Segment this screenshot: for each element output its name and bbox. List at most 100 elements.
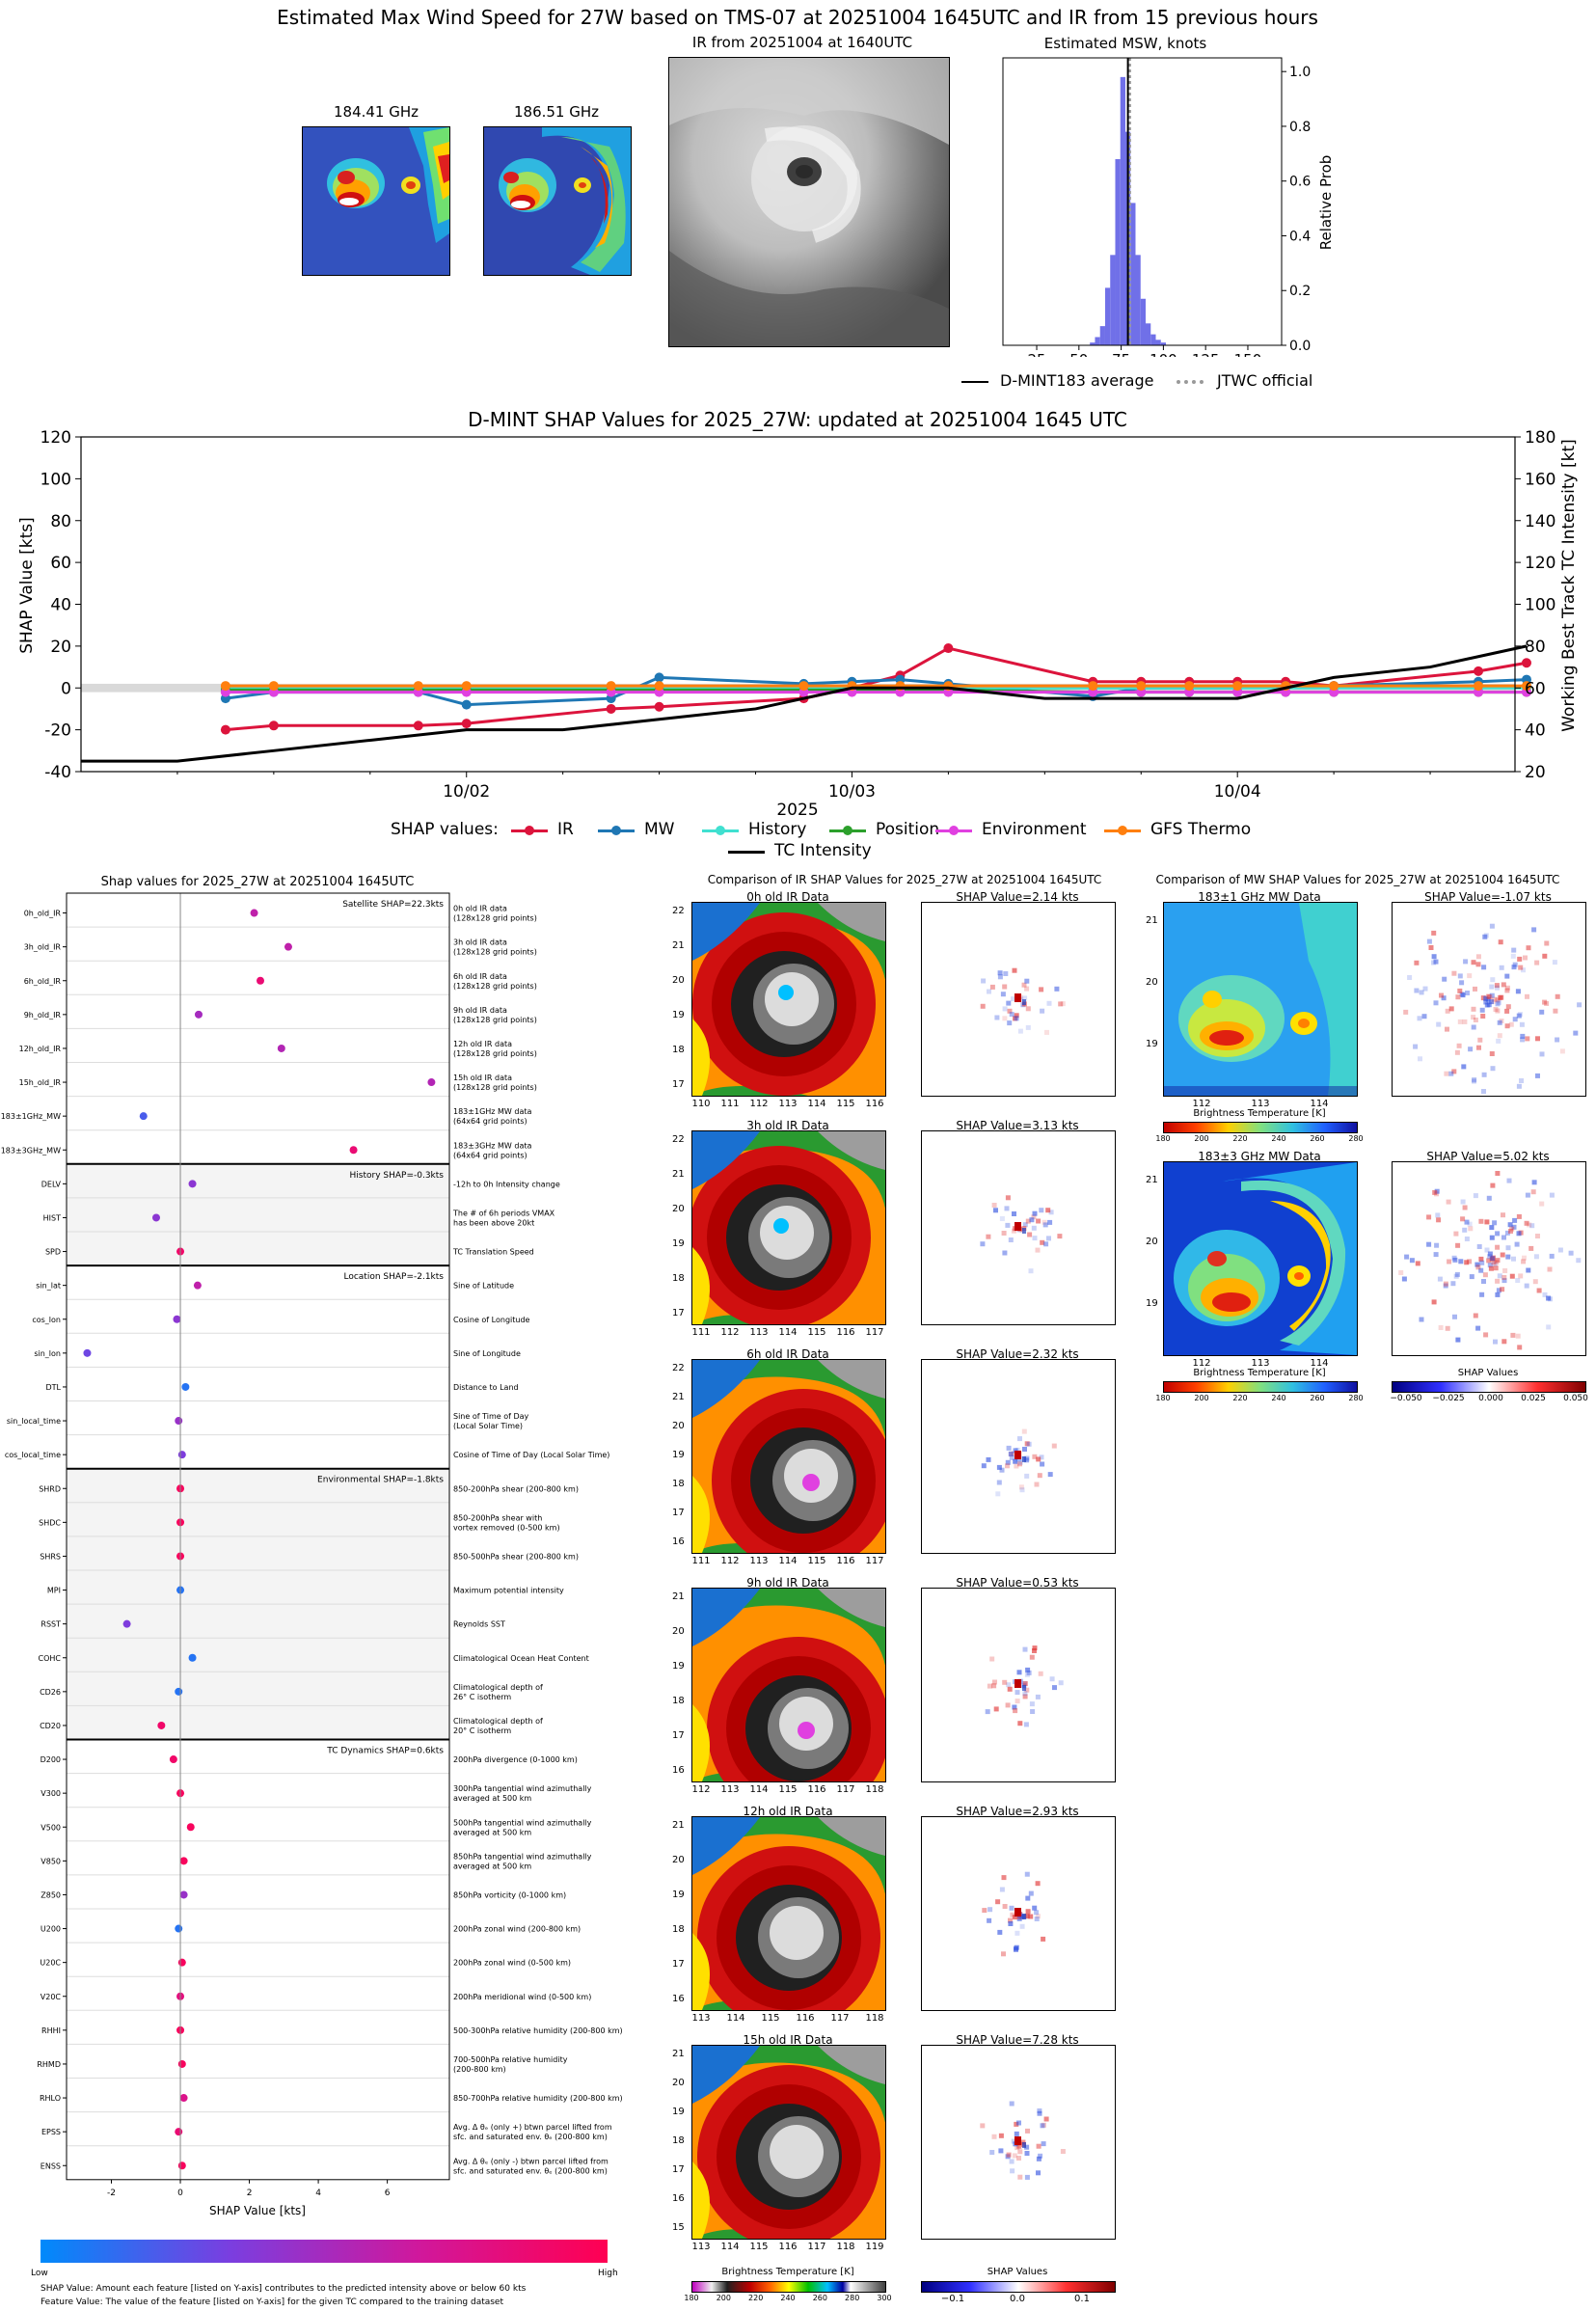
feature-point xyxy=(277,1044,285,1052)
ir-shap-title: SHAP Value=3.13 kts xyxy=(956,1119,1079,1132)
hist-xtick-label: 75 xyxy=(1112,351,1130,357)
ir-shap-panel xyxy=(921,1588,1116,1782)
ir-data-image xyxy=(692,2046,885,2239)
ts-year-label: 2025 xyxy=(776,801,819,820)
hist-ytick-label: 0.8 xyxy=(1289,120,1311,135)
mw-ytick-label: 19 xyxy=(1146,1039,1158,1049)
ir-xtick-label: 111 xyxy=(691,1327,711,1338)
beeswarm-xtick-label: 6 xyxy=(385,2189,391,2198)
ts-xtick-label: 10/04 xyxy=(1214,782,1261,802)
ir-xtick-label: 118 xyxy=(836,2242,855,2252)
feature-description: Climatological depth of xyxy=(453,1683,543,1692)
ir-bt-colorbar xyxy=(691,2281,886,2293)
legend-marker-ir xyxy=(525,826,534,835)
ts-y2tick-label: 40 xyxy=(1525,721,1546,741)
ir-shap-title: SHAP Value=0.53 kts xyxy=(956,1576,1079,1590)
feature-point xyxy=(179,1890,188,1899)
ir-xtick-label: 117 xyxy=(830,2013,850,2024)
beeswarm-xlabel: SHAP Value [kts] xyxy=(209,2204,306,2217)
feature-description: Sine of Longitude xyxy=(453,1349,521,1358)
feature-name: SHRS xyxy=(40,1552,61,1561)
series-point-ir xyxy=(220,724,230,735)
feature-description: vortex removed (0-500 km) xyxy=(453,1523,560,1532)
feature-description: 500hPa tangential wind azimuthally xyxy=(453,1818,592,1827)
ir-xtick-label: 111 xyxy=(691,1556,711,1566)
legend-jtwc-swatch xyxy=(1177,380,1204,384)
ir-ytick-label: 16 xyxy=(672,1536,685,1547)
feature-description: 15h old IR data xyxy=(453,1074,512,1082)
ir-ytick-label: 19 xyxy=(672,1890,685,1900)
feature-point xyxy=(151,1213,160,1222)
hist-bar xyxy=(1135,255,1141,345)
mw-shap-colorbar-tick: 0.050 xyxy=(1563,1394,1588,1403)
hist-bar xyxy=(1110,255,1116,345)
group-label: Environmental SHAP=-1.8kts xyxy=(317,1476,444,1485)
ir-ytick-label: 19 xyxy=(672,1010,685,1020)
series-point-gfs-thermo xyxy=(654,681,664,692)
feature-point xyxy=(169,1755,177,1764)
feature-name: HIST xyxy=(43,1213,61,1222)
ir-xtick-label: 113 xyxy=(691,2013,711,2024)
ir-xtick-label: 118 xyxy=(865,2013,884,2024)
hist-ylabel: Relative Prob xyxy=(1317,154,1335,251)
hist-bar xyxy=(1090,342,1096,345)
beeswarm-xtick-label: -2 xyxy=(107,2189,116,2198)
ts-y2tick-label: 60 xyxy=(1525,679,1546,698)
feature-description: averaged at 500 km xyxy=(453,1862,531,1870)
ir-ytick-label: 19 xyxy=(672,1238,685,1249)
ir-panel-title: 9h old IR Data xyxy=(746,1576,829,1590)
feature-point xyxy=(175,1417,183,1426)
feature-name: 3h_old_IR xyxy=(24,943,62,952)
ir-data-panel xyxy=(691,1588,886,1782)
feature-description: 0h old IR data xyxy=(453,905,507,913)
ir-ytick-label: 20 xyxy=(672,1421,685,1431)
feature-point xyxy=(186,1823,195,1832)
feature-point xyxy=(139,1112,148,1121)
ir-data-panel xyxy=(691,1359,886,1554)
mw-data-image xyxy=(1164,903,1357,1096)
feature-point xyxy=(175,1924,183,1933)
shap-heatmap-image xyxy=(922,1360,1115,1553)
ir-data-image xyxy=(692,1817,885,2010)
feature-name: cos_lon xyxy=(32,1316,61,1324)
feature-name: 12h_old_IR xyxy=(19,1045,62,1053)
feature-description: 850-700hPa relative humidity (200-800 km… xyxy=(453,2094,623,2103)
ir-ytick-label: 20 xyxy=(672,2078,685,2088)
feature-name: CD26 xyxy=(40,1688,61,1697)
mw1-label: 184.41 GHz xyxy=(333,103,419,121)
ir-ytick-label: 18 xyxy=(672,1479,685,1489)
mw-colorbar-tick: 240 xyxy=(1271,1394,1286,1402)
ir-ytick-label: 17 xyxy=(672,1730,685,1741)
ir-xtick-label: 115 xyxy=(778,1784,798,1795)
feature-point xyxy=(175,1687,183,1696)
mw1-image xyxy=(302,126,450,276)
series-point-mw xyxy=(461,699,472,710)
mw-data-panel xyxy=(1163,902,1358,1097)
mw-shap-panel xyxy=(1392,902,1586,1097)
mw-shap-colorbar-tick: 0.025 xyxy=(1521,1394,1546,1403)
series-point-gfs-thermo xyxy=(1521,681,1531,692)
mw-shap-panel xyxy=(1392,1161,1586,1356)
ir-xtick-label: 112 xyxy=(720,1556,740,1566)
feature-point xyxy=(284,942,292,951)
mw-colorbar-tick: 200 xyxy=(1194,1394,1209,1402)
ir-shap-colorbar-ticks: −0.1 0.0 0.1 xyxy=(921,2294,1114,2305)
ir-xtick-label: 112 xyxy=(691,1784,711,1795)
ir-xtick-label: 112 xyxy=(720,1327,740,1338)
mw-colorbar-tick: 180 xyxy=(1155,1134,1171,1143)
feature-description: 12h old IR data xyxy=(453,1040,512,1048)
ir-shap-colorbar-label: SHAP Values xyxy=(987,2267,1048,2277)
feature-description: Reynolds SST xyxy=(453,1620,505,1629)
feature-name: sin_lat xyxy=(36,1282,61,1291)
ts-y2tick-label: 120 xyxy=(1525,554,1555,573)
feature-point xyxy=(179,1857,188,1865)
hist-bar xyxy=(1099,326,1105,345)
feature-description: Climatological Ocean Heat Content xyxy=(453,1654,589,1663)
ir-ytick-label: 22 xyxy=(672,1134,685,1145)
ir-shap-title: SHAP Value=2.93 kts xyxy=(956,1805,1079,1818)
cbar-low-label: Low xyxy=(31,2269,48,2278)
beeswarm-xtick-label: 4 xyxy=(315,2189,321,2198)
feature-description: 500-300hPa relative humidity (200-800 km… xyxy=(453,2026,623,2035)
hist-xtick-label: 100 xyxy=(1150,351,1177,357)
ir-ytick-label: 16 xyxy=(672,2193,685,2204)
